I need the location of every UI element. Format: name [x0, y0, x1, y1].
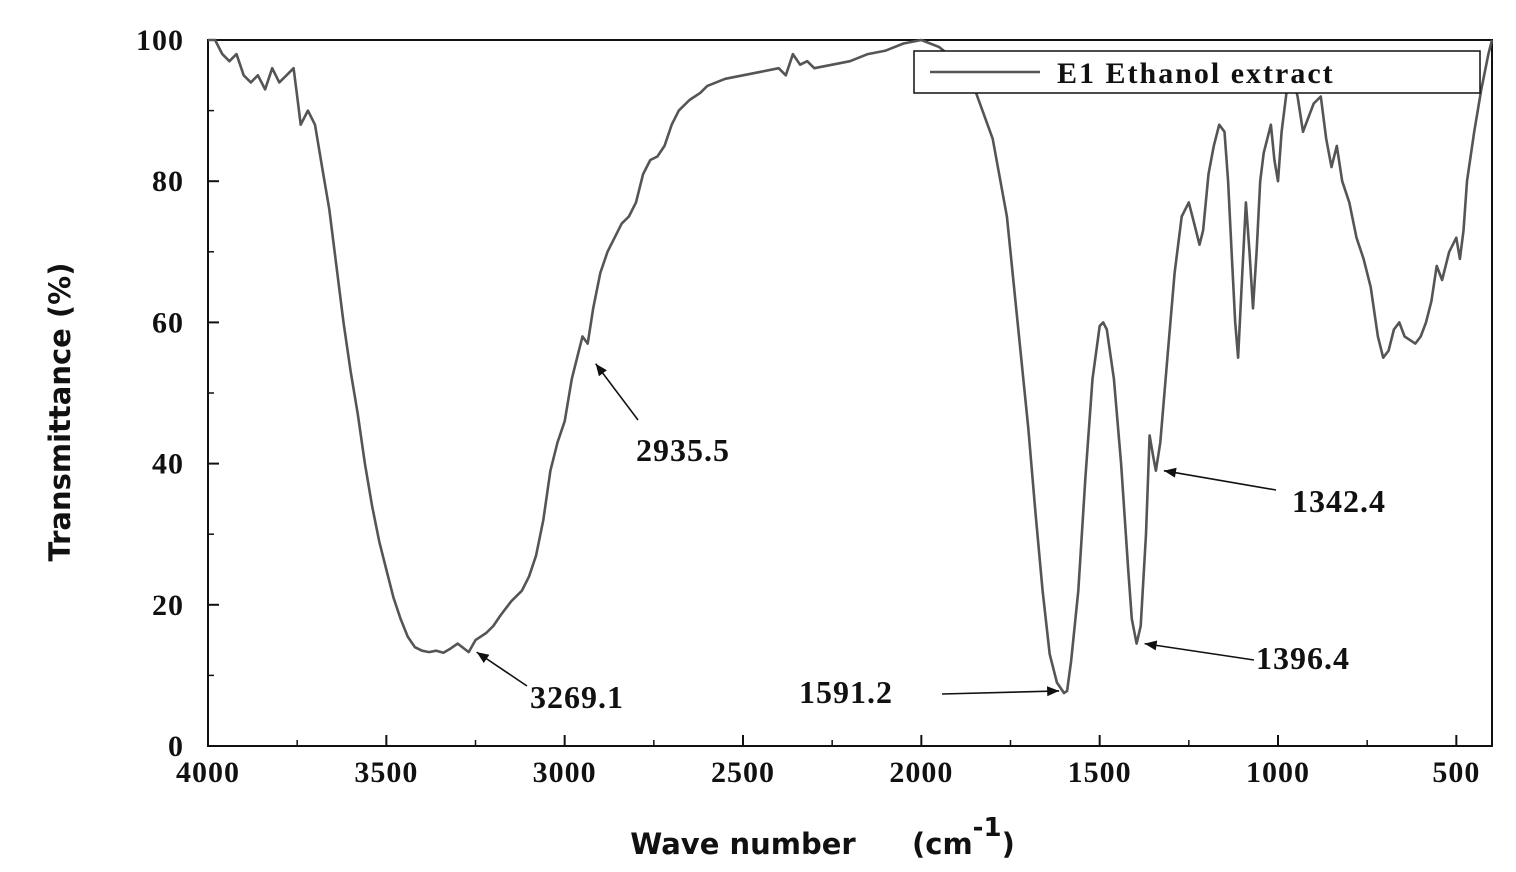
- x-tick-label: 4000: [176, 756, 240, 789]
- series-line-e1-ethanol-extract: [208, 38, 1494, 695]
- annotation-arrowhead: [476, 652, 490, 663]
- annotation-label: 1396.4: [1256, 640, 1350, 676]
- peak-annotation: 1591.2: [799, 674, 1060, 710]
- y-axis-label: Transmittance (%): [43, 263, 77, 562]
- y-axis: 0 20 40 60 80 100: [136, 24, 219, 763]
- y-tick-label: 100: [136, 24, 184, 57]
- x-axis-unit: (cm-1): [912, 813, 1015, 861]
- x-tick-label: 500: [1432, 756, 1480, 789]
- peak-annotations: 3269.1 2935.5 1591.2 1396.4 1342.4: [476, 363, 1386, 715]
- x-tick-label: 2500: [711, 756, 775, 789]
- y-tick-label: 0: [168, 730, 184, 763]
- peak-annotation: 2935.5: [595, 363, 730, 468]
- annotation-arrowhead: [1144, 640, 1158, 651]
- annotation-arrow: [941, 690, 1060, 695]
- x-axis-title: Wave number: [630, 827, 856, 861]
- x-axis-unit-close: ): [1002, 827, 1015, 861]
- annotation-arrow: [1144, 642, 1255, 661]
- annotation-label: 1342.4: [1292, 483, 1386, 519]
- x-tick-label: 1500: [1068, 756, 1132, 789]
- annotation-arrowhead: [1047, 686, 1060, 697]
- x-tick-label: 3000: [533, 756, 597, 789]
- x-axis-unit-base: (cm: [912, 827, 973, 861]
- x-tick-label: 2000: [889, 756, 953, 789]
- peak-annotation: 1342.4: [1163, 467, 1386, 519]
- legend-entry-label: E1 Ethanol extract: [1057, 57, 1335, 90]
- annotation-arrowhead: [595, 363, 607, 377]
- annotation-arrow: [1163, 469, 1277, 491]
- y-tick-label: 20: [152, 589, 184, 622]
- annotation-label: 3269.1: [530, 679, 624, 715]
- legend: E1 Ethanol extract: [913, 50, 1481, 94]
- peak-annotation: 3269.1: [476, 651, 624, 715]
- x-tick-label: 3500: [354, 756, 418, 789]
- annotation-label: 1591.2: [799, 674, 893, 710]
- x-axis-unit-exponent: -1: [973, 813, 1002, 843]
- x-axis: 4000 3500 3000 2500 2000 1500 1000 500: [176, 735, 1480, 789]
- y-tick-label: 40: [152, 448, 184, 481]
- y-tick-label: 80: [152, 165, 184, 198]
- x-tick-label: 1000: [1246, 756, 1310, 789]
- y-tick-label: 60: [152, 306, 184, 339]
- peak-annotation: 1396.4: [1144, 640, 1350, 676]
- annotation-arrowhead: [1163, 467, 1177, 478]
- annotation-label: 2935.5: [636, 432, 730, 468]
- x-axis-label: Wave number (cm-1): [630, 813, 1015, 861]
